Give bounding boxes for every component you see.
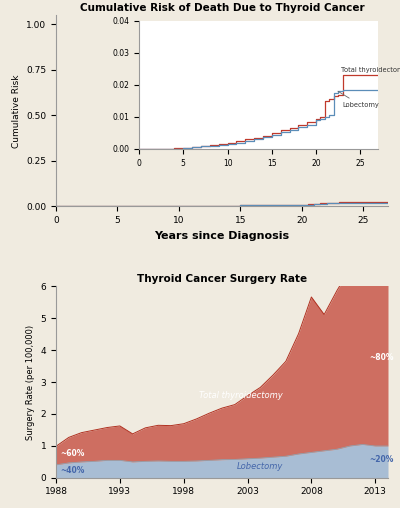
Text: Total thyroidectomy: Total thyroidectomy — [199, 391, 283, 400]
Y-axis label: Surgery Rate (per 100,000): Surgery Rate (per 100,000) — [26, 325, 35, 439]
X-axis label: Years since Diagnosis: Years since Diagnosis — [154, 231, 290, 241]
Text: Lobectomy: Lobectomy — [237, 462, 284, 470]
Title: Cumulative Risk of Death Due to Thyroid Cancer: Cumulative Risk of Death Due to Thyroid … — [80, 3, 364, 13]
Y-axis label: Cumulative Risk: Cumulative Risk — [12, 74, 20, 147]
Text: ~60%: ~60% — [60, 449, 84, 458]
Text: ~80%: ~80% — [369, 353, 393, 362]
Title: Thyroid Cancer Surgery Rate: Thyroid Cancer Surgery Rate — [137, 274, 307, 284]
Text: ~40%: ~40% — [60, 466, 84, 475]
Text: ~20%: ~20% — [369, 455, 393, 464]
